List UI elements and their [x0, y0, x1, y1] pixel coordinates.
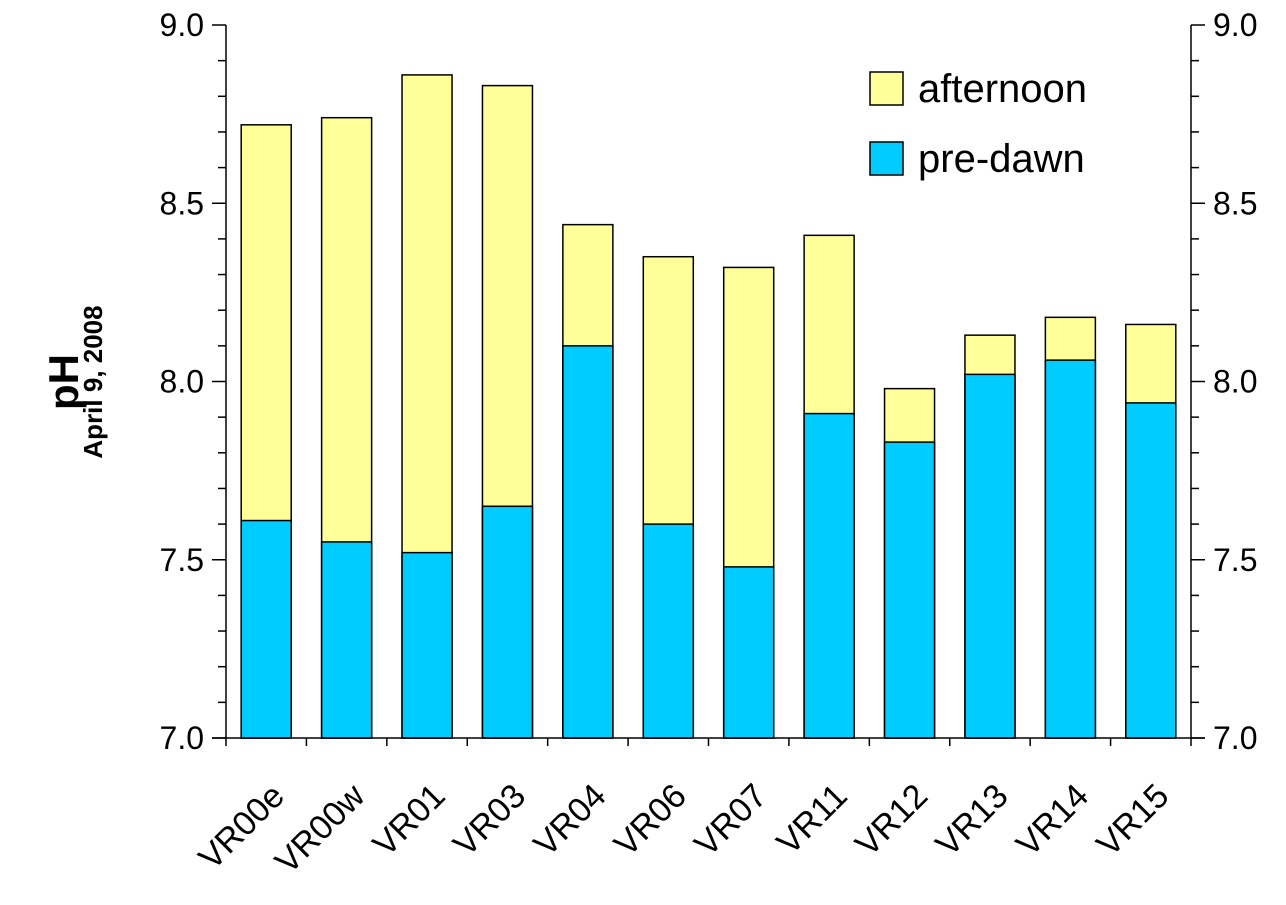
x-tick-label: VR13 [929, 777, 1016, 864]
bar-pre-dawn [401, 551, 453, 739]
y-tick-label-left: 8.0 [160, 364, 204, 400]
bar-pre-dawn [803, 412, 855, 739]
bar-pre-dawn [1044, 359, 1097, 739]
y-tick-label-left: 7.5 [160, 542, 204, 578]
bar-pre-dawn [722, 566, 775, 739]
legend-label: afternoon [918, 67, 1087, 111]
y-axis-title: pH April 9, 2008 [40, 305, 108, 458]
x-tick-label: VR06 [607, 777, 694, 864]
x-tick-label: VR00w [268, 776, 373, 881]
bar-pre-dawn [240, 519, 292, 739]
x-tick-label: VR14 [1009, 777, 1096, 864]
y-tick-label-right: 8.0 [1213, 364, 1257, 400]
y-tick-label-right: 7.0 [1213, 720, 1257, 756]
bar-pre-dawn [320, 541, 373, 739]
y-axis-label: pH [40, 354, 87, 410]
x-tick-label: VR03 [446, 777, 533, 864]
y-tick-label-right: 7.5 [1213, 542, 1257, 578]
x-tick-label: VR04 [527, 777, 614, 864]
y-axis-sublabel: April 9, 2008 [78, 305, 108, 458]
legend-label: pre-dawn [918, 137, 1085, 181]
bar-pre-dawn [481, 505, 534, 739]
bar-pre-dawn [964, 373, 1016, 739]
y-tick-label-right: 8.5 [1213, 185, 1257, 221]
bar-pre-dawn [1125, 402, 1177, 739]
y-tick-label-left: 9.0 [160, 7, 204, 43]
bar-pre-dawn [883, 441, 936, 739]
x-tick-label: VR15 [1089, 777, 1176, 864]
x-tick-label: VR12 [848, 777, 935, 864]
x-tick-label: VR11 [770, 777, 855, 862]
bar-pre-dawn [562, 345, 614, 739]
legend: afternoon pre-dawn [869, 67, 1087, 181]
legend-swatch [869, 141, 904, 176]
x-tick-label: VR07 [687, 777, 774, 864]
y-tick-label-right: 9.0 [1213, 7, 1257, 43]
x-tick-label: VR01 [366, 777, 453, 864]
bars-group [240, 74, 1177, 739]
bar-pre-dawn [642, 523, 695, 739]
y-tick-label-left: 7.0 [160, 720, 204, 756]
y-tick-label-left: 8.5 [160, 185, 204, 221]
legend-swatch [869, 71, 904, 106]
